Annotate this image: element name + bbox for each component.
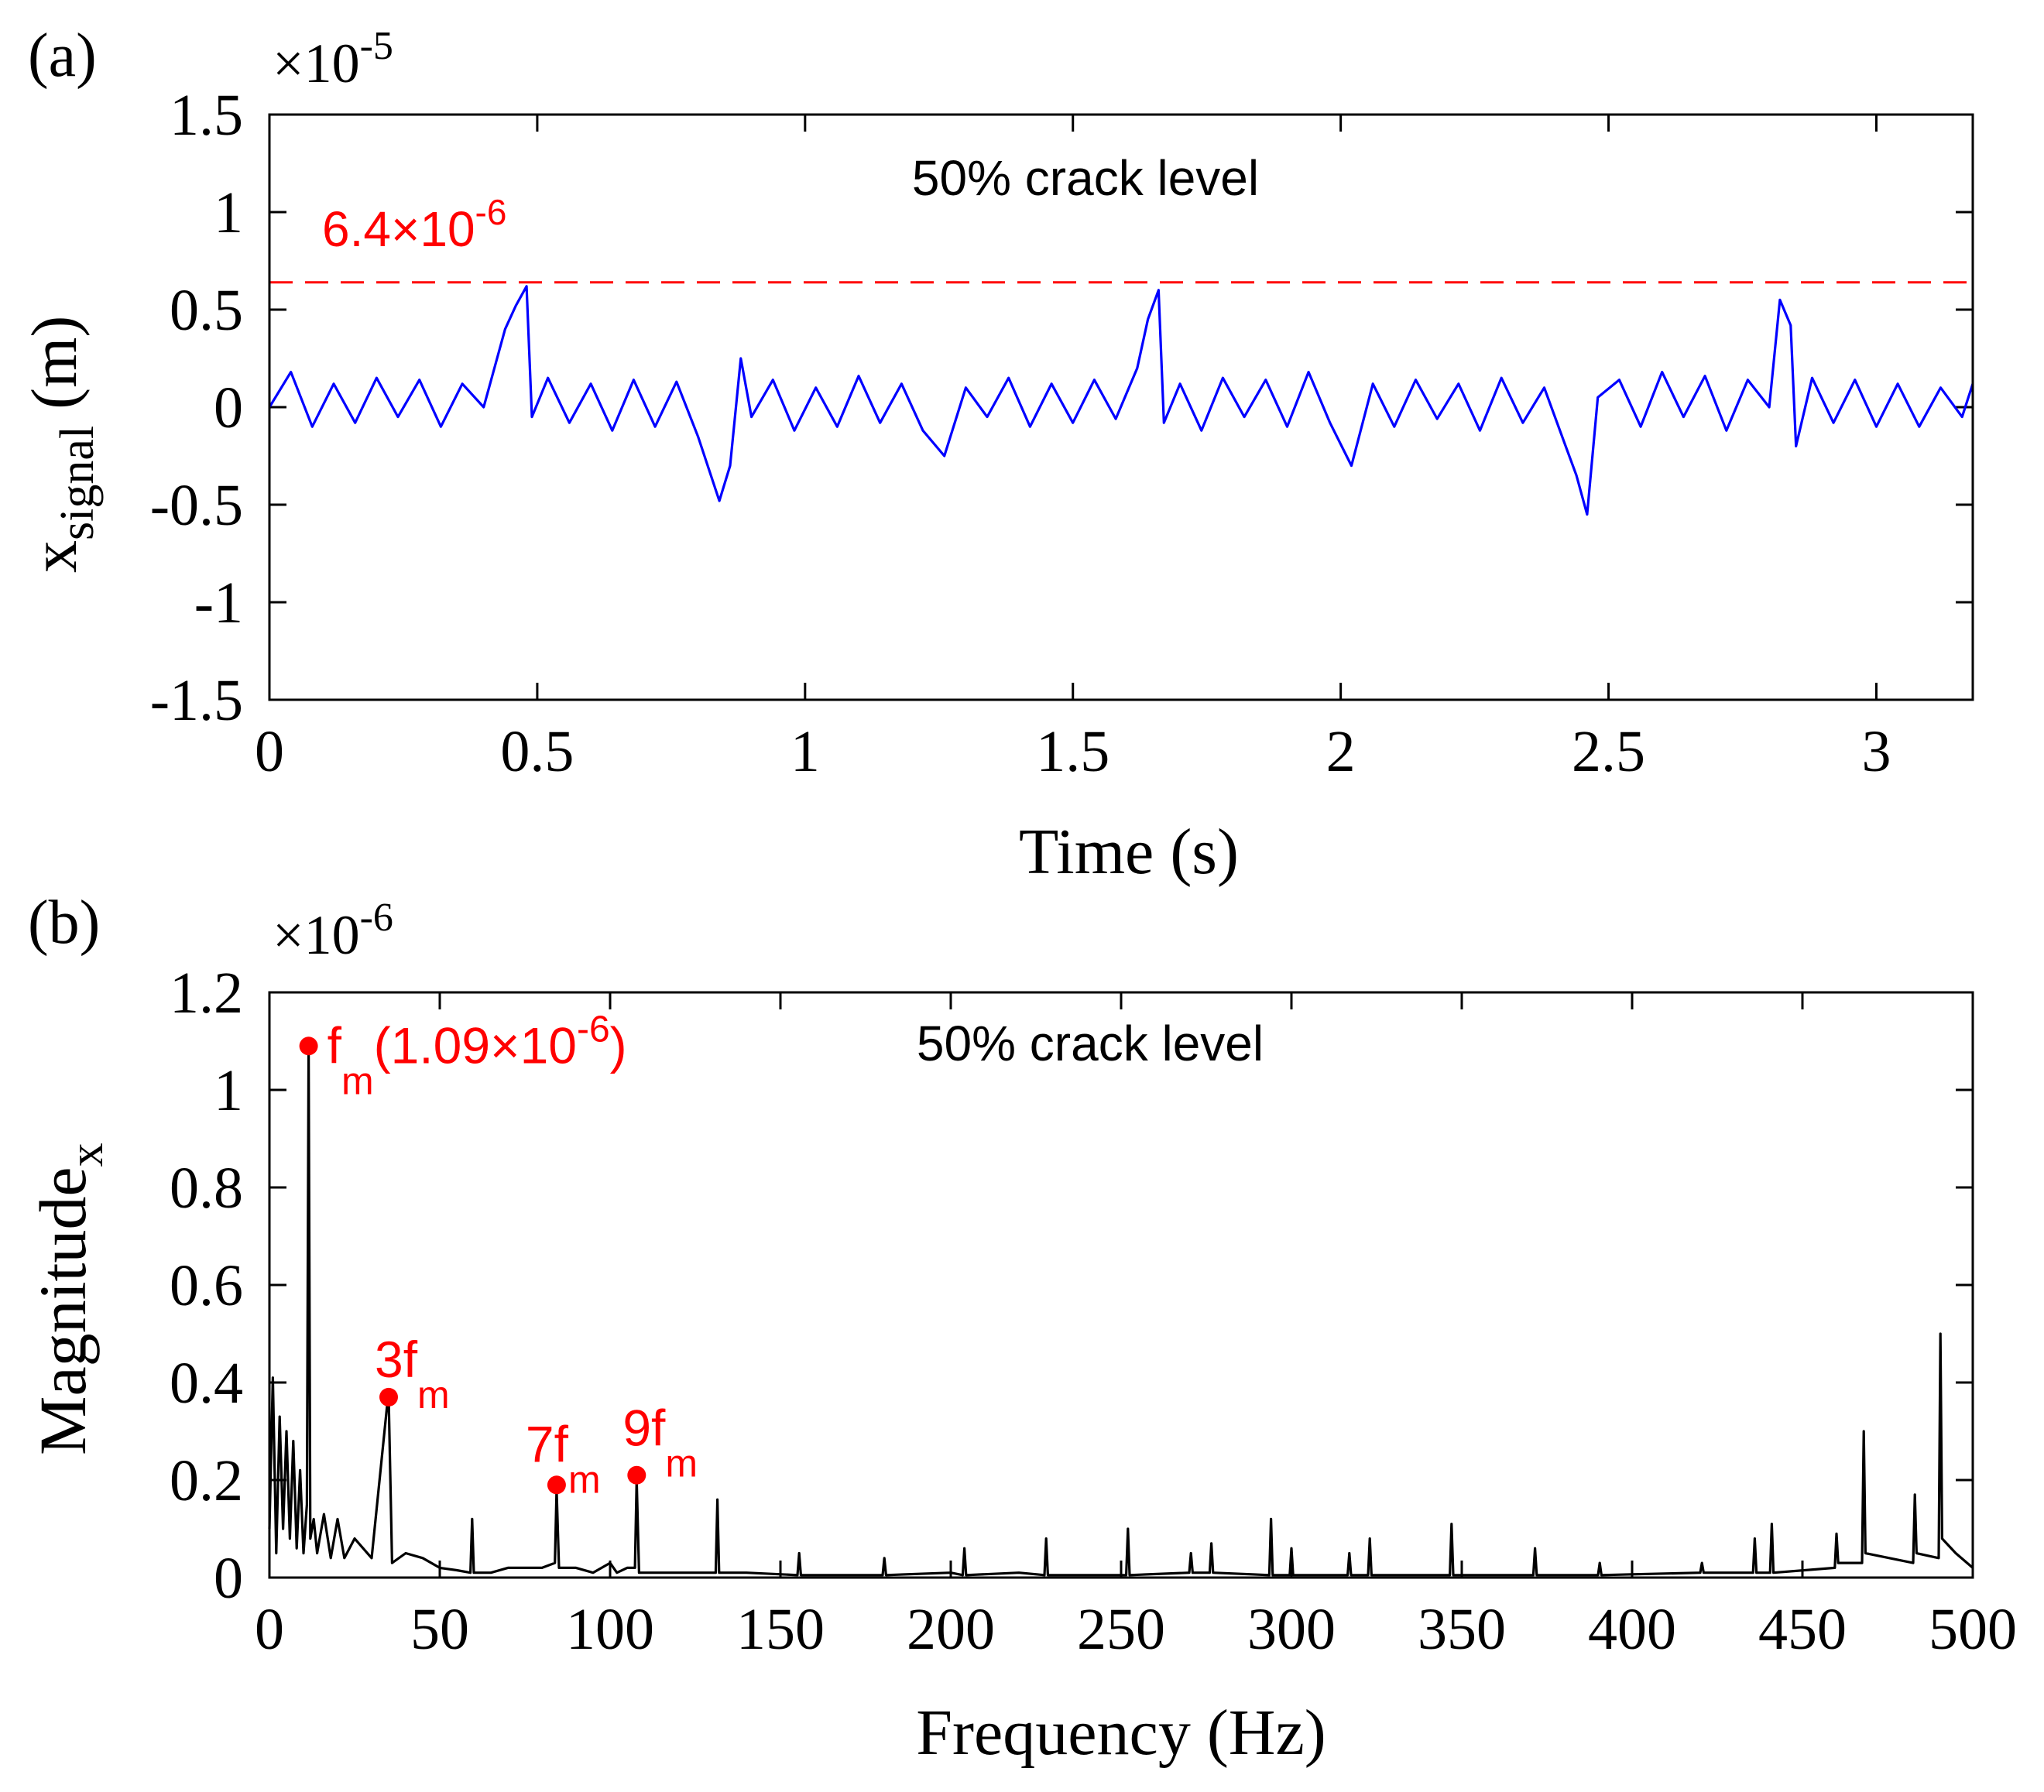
panel-a-axes-frame	[268, 113, 1974, 701]
panel-a-ytick-label: 1.5	[170, 83, 243, 148]
panel-b-ylabel-main: Magnitude	[26, 1167, 100, 1455]
panel-b-ylabel: Magnitudex	[26, 1143, 113, 1455]
panel-b-scale-exp: -6	[360, 896, 393, 940]
panel-a-scale-factor: ×10-5	[273, 24, 393, 94]
panel-a-xlabel: Time (s)	[1019, 816, 1239, 888]
panel-a-ylabel-sub: signal	[51, 426, 104, 540]
panel-b-xtick-label: 350	[1418, 1597, 1506, 1662]
panel-b-xtick-label: 500	[1929, 1597, 2017, 1662]
harmonic-label-1: 3fm	[375, 1331, 450, 1417]
threshold-label: 6.4×10-6	[322, 192, 506, 257]
panel-b-ticks: 0 50 100 150 200 250 300 350 400 450 500 0 0.2 0.4 0.6…	[170, 961, 2017, 1662]
panel-b-ytick-label: 1	[214, 1058, 243, 1123]
harmonic-label-base-1: 3f	[375, 1331, 418, 1388]
harmonic-label-base-0: f	[328, 1016, 342, 1074]
panel-b-xtick-label: 50	[410, 1597, 469, 1662]
panel-b-axes-frame	[268, 991, 1974, 1579]
harmonic-label-close-0: )	[610, 1016, 627, 1074]
panel-b-xtick-label: 0	[255, 1597, 284, 1662]
panel-b-xtick-label: 250	[1077, 1597, 1165, 1662]
panel-b-ytick-label: 0	[214, 1546, 243, 1611]
panel-a-xtick-label: 3	[1861, 719, 1891, 784]
panel-a-xtick-label: 2.5	[1572, 719, 1645, 784]
panel-b-xtick-label: 400	[1588, 1597, 1676, 1662]
panel-a-ytick-label: -0.5	[150, 473, 243, 538]
panel-a-xtick-label: 0.5	[500, 719, 574, 784]
threshold-label-exp: -6	[475, 192, 507, 232]
panel-a-ylabel: xsignal (m)	[19, 316, 104, 573]
harmonic-label-0: fm(1.09×10-6)	[328, 1009, 627, 1102]
harmonic-label-sub-3: m	[665, 1442, 698, 1485]
panel-b-xtick-label: 150	[736, 1597, 825, 1662]
harmonic-label-sub-0: m	[341, 1059, 374, 1102]
panel-a-xtick-label: 0	[255, 719, 284, 784]
harmonic-label-3: 9fm	[622, 1400, 698, 1485]
panel-b-xtick-label: 100	[566, 1597, 654, 1662]
panel-a-ylabel-main: x	[19, 540, 91, 573]
panel-b-ytick-label: 1.2	[170, 961, 243, 1026]
harmonic-label-2: 7fm	[526, 1415, 601, 1501]
harmonic-label-base-3: 9f	[622, 1400, 666, 1457]
harmonic-label-sub-1: m	[417, 1373, 450, 1417]
panel-b-annotation: 50% crack level	[917, 1016, 1264, 1071]
panel-b-xtick-label: 450	[1758, 1597, 1847, 1662]
panel-b-xtick-label: 200	[907, 1597, 995, 1662]
panel-b-xtick-label: 300	[1247, 1597, 1336, 1662]
panel-a-xtick-label: 2	[1326, 719, 1356, 784]
panel-a-xtick-label: 1.5	[1036, 719, 1109, 784]
panel-b-series-line	[268, 1044, 1974, 1577]
panel-a-ytick-label: -1	[194, 570, 243, 636]
harmonic-label-exp-0: -6	[577, 1009, 610, 1050]
panel-a-annotation: 50% crack level	[912, 150, 1259, 206]
panel-b-xlabel: Frequency (Hz)	[916, 1697, 1326, 1769]
panel-a-label: (a)	[28, 22, 97, 90]
panel-a-series-line	[268, 285, 1974, 516]
harmonic-marker-0	[299, 1036, 318, 1056]
panel-a-ytick-label: 0	[214, 375, 243, 440]
panel-a-ytick-label: 0.5	[170, 278, 243, 343]
panel-a: (a) ×10-5 xsignal (m) Time (s) 50% crack…	[19, 22, 1974, 888]
panel-b-ytick-label: 0.6	[170, 1253, 243, 1318]
panel-b-data	[268, 1044, 1974, 1577]
panel-b-label: (b)	[28, 889, 100, 957]
panel-b-scale-factor: ×10-6	[273, 896, 393, 966]
panel-b-ylabel-sub: x	[60, 1143, 113, 1167]
threshold-label-base: 6.4×10	[322, 201, 475, 257]
harmonic-label-sub-2: m	[568, 1458, 601, 1501]
panel-b-ytick-label: 0.4	[170, 1351, 243, 1416]
panel-a-ylabel-unit: (m)	[19, 316, 91, 426]
panel-a-scale-base: ×10	[273, 33, 360, 94]
panel-a-ytick-label: 1	[214, 180, 243, 245]
panel-a-ticks: 0 0.5 1 1.5 2 2.5 3 -1.5 -1 -0.5 0 0.5 1 1.5	[150, 83, 1973, 784]
harmonic-label-base-2: 7f	[526, 1415, 569, 1472]
panel-a-scale-exp: -5	[360, 24, 393, 68]
panel-b-ytick-label: 0.2	[170, 1448, 243, 1513]
panel-b-ytick-label: 0.8	[170, 1156, 243, 1221]
panel-a-data	[268, 281, 1974, 516]
harmonic-label-tail-0: (1.09×10	[374, 1016, 577, 1074]
panel-b-scale-base: ×10	[273, 904, 360, 966]
harmonic-marker-1	[379, 1387, 398, 1407]
harmonic-marker-3	[627, 1465, 646, 1485]
panel-a-xtick-label: 1	[791, 719, 820, 784]
panel-a-ytick-label: -1.5	[150, 668, 243, 733]
panel-b: (b) ×10-6 Magnitudex Frequency (Hz) 50% …	[26, 889, 2017, 1769]
harmonic-marker-2	[547, 1475, 566, 1495]
